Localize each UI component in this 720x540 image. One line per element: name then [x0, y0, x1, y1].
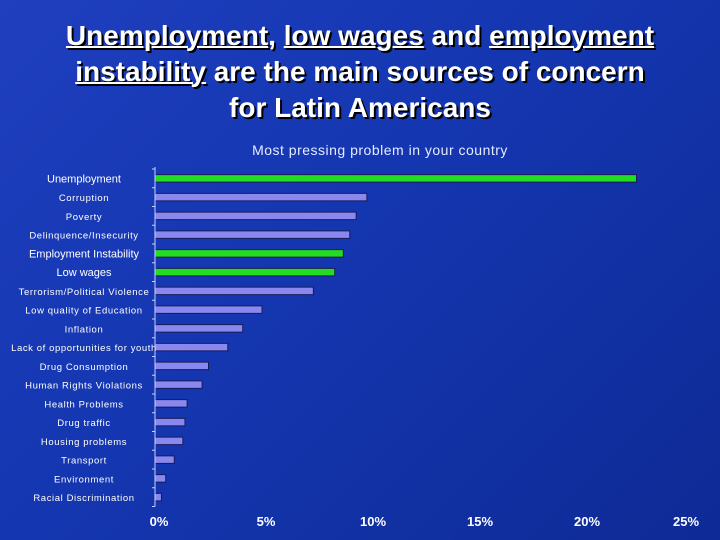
- bar-inflation: [154, 324, 244, 333]
- bar-transport: [154, 455, 175, 464]
- bar-housing-problems: [154, 436, 184, 446]
- bar-health-problems: [154, 399, 188, 408]
- title-segment: are the main sources of concern: [205, 56, 645, 87]
- category-label: Racial Discrimination: [33, 493, 134, 504]
- x-tick-label: 0%: [150, 514, 169, 529]
- bar-low-quality-of-education: [154, 305, 263, 314]
- bar-terrorism-political-violence: [154, 286, 314, 296]
- category-label: Environment: [54, 474, 114, 485]
- title-segment: Unemployment: [65, 20, 269, 51]
- title-segment: employment: [489, 20, 655, 51]
- category-label: Low quality of Education: [25, 306, 142, 317]
- category-label: Transport: [61, 456, 107, 467]
- title-segment: and: [423, 20, 490, 51]
- bar-drug-traffic: [154, 417, 186, 427]
- bar-environment: [154, 474, 167, 483]
- category-label: Human Rights Violations: [25, 381, 143, 392]
- category-label: Low wages: [56, 267, 112, 279]
- category-label: Drug Consumption: [40, 362, 129, 373]
- x-tick-label: 20%: [574, 514, 600, 529]
- bar-lack-of-opportunities-for-youth: [154, 342, 229, 352]
- x-tick-label: 10%: [360, 514, 386, 529]
- category-label: Health Problems: [44, 399, 123, 410]
- chart-subtitle: Most pressing problem in your country: [252, 142, 508, 158]
- x-tick-label: 25%: [673, 514, 699, 529]
- category-label: Delinquence/Insecurity: [29, 231, 138, 242]
- category-label: Poverty: [66, 212, 102, 223]
- bar-unemployment: [154, 174, 637, 183]
- bar-delinquence-insecurity: [154, 230, 351, 239]
- category-label: Housing problems: [41, 437, 127, 448]
- bar-low-wages: [154, 267, 336, 277]
- category-label: Unemployment: [47, 173, 121, 185]
- category-label: Lack of opportunities for youth: [11, 343, 157, 354]
- title-segment: for Latin Americans: [229, 92, 491, 123]
- bar-drug-consumption: [154, 361, 209, 371]
- category-label: Employment Instability: [29, 248, 140, 260]
- bar-racial-discrimination: [154, 492, 162, 502]
- bar-corruption: [154, 192, 368, 202]
- bar-human-rights-violations: [154, 380, 203, 389]
- category-label: Inflation: [65, 324, 104, 335]
- x-tick-label: 15%: [467, 514, 493, 529]
- title-segment: instability: [75, 56, 206, 87]
- category-label: Drug traffic: [57, 418, 111, 429]
- category-label: Corruption: [59, 193, 109, 204]
- bar-employment-instability: [154, 249, 344, 258]
- bar-poverty: [154, 211, 357, 221]
- chart-title: Unemployment, low wages and employment in…: [0, 18, 720, 126]
- category-label: Terrorism/Political Violence: [19, 287, 150, 298]
- title-segment: ,: [268, 20, 284, 51]
- title-segment: low wages: [283, 20, 424, 51]
- x-tick-label: 5%: [257, 514, 276, 529]
